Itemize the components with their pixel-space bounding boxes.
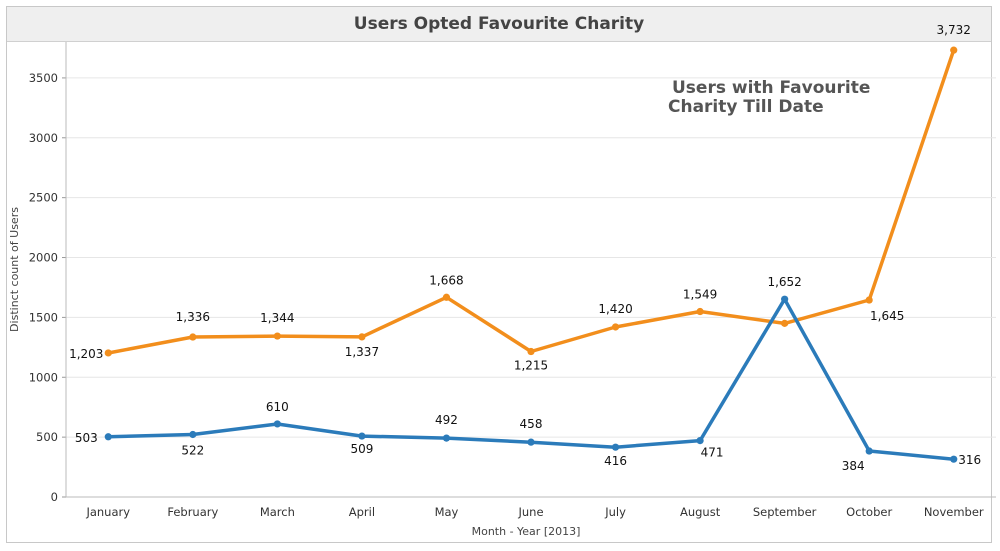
series-1-point [611, 443, 620, 451]
series-0-point [273, 332, 281, 340]
series-0-data-label: 1,420 [598, 302, 632, 316]
series-0-point [950, 46, 958, 54]
series-0-data-label: 1,203 [69, 347, 103, 361]
annotation-line-2: Charity Till Date [668, 97, 824, 117]
series-1-point [358, 432, 366, 440]
series-1-data-label: 503 [75, 431, 98, 445]
series-1-point [865, 447, 873, 455]
series-1-point [527, 438, 535, 446]
series-0-point [358, 333, 366, 341]
series-0-data-label: 1,215 [514, 359, 548, 373]
x-tick-label: August [680, 505, 721, 519]
series-1-point [950, 455, 958, 463]
series-0-data-label: 1,645 [870, 309, 904, 323]
annotation-line-1: Users with Favourite [672, 78, 870, 98]
series-0-data-label: 3,732 [937, 23, 971, 37]
series-1-point [781, 295, 789, 303]
series-1-data-label: 1,652 [767, 275, 801, 289]
chart-title: Users Opted Favourite Charity [353, 14, 645, 34]
x-tick-label: January [85, 505, 130, 519]
x-tick-label: February [167, 505, 218, 519]
series-1-point [442, 434, 451, 442]
x-tick-label: June [517, 505, 543, 519]
x-tick-label: October [846, 505, 892, 519]
series-1-data-label: 471 [701, 446, 724, 460]
y-axis: 0 500 1000 1500 2000 2500 3000 3500 [29, 42, 67, 504]
y-axis-title: Distinct count of Users [8, 207, 21, 332]
series-0-data-label: 1,549 [683, 288, 717, 302]
series-1-data-label: 509 [350, 442, 373, 456]
series-1-data-label: 316 [958, 453, 981, 467]
chart-title-bar: Users Opted Favourite Charity [7, 7, 991, 42]
series-1-data-label: 416 [604, 454, 627, 468]
y-tick-label: 1000 [29, 370, 58, 384]
y-tick-label: 3000 [29, 131, 58, 145]
series-1-data-label: 522 [181, 443, 204, 457]
y-tick-label: 500 [36, 430, 58, 444]
series-0-point [104, 349, 112, 357]
series-1-point [189, 430, 197, 439]
y-tick-label: 2500 [29, 191, 58, 205]
series-0-point [696, 307, 704, 316]
x-tick-label: July [604, 505, 626, 519]
series-lines [104, 46, 958, 463]
series-0-point [865, 296, 873, 304]
series-0-point [527, 347, 535, 356]
x-tick-label: September [753, 505, 817, 519]
x-tick-label: November [924, 505, 984, 519]
series-0-point [611, 323, 620, 331]
series-0-point [189, 333, 197, 341]
x-axis: January February March April May June July Augu… [66, 496, 996, 519]
x-tick-label: April [349, 505, 375, 519]
series-0-data-label: 1,668 [429, 273, 463, 287]
chart-frame: Users Opted Favourite Charity [6, 6, 992, 543]
data-labels: 1,203 1,336 1,344 1,337 1,668 1,215 1,420 1,549… [69, 23, 981, 473]
x-tick-label: May [435, 505, 459, 519]
series-1-point [696, 437, 704, 445]
series-0-data-label: 1,337 [345, 345, 379, 359]
y-tick-label: 2000 [29, 251, 58, 265]
series-0-data-label: 1,344 [260, 311, 294, 325]
x-axis-title: Month - Year [2013] [472, 525, 581, 538]
y-tick-label: 3500 [29, 71, 58, 85]
series-0-data-label: 1,336 [176, 310, 210, 324]
series-1-line [106, 297, 956, 461]
y-tick-label: 0 [51, 490, 58, 504]
series-1-point [104, 433, 112, 441]
x-tick-label: March [260, 505, 295, 519]
series-1-data-label: 458 [520, 417, 543, 431]
series-0-point [442, 293, 451, 301]
series-1-data-label: 610 [266, 400, 289, 414]
series-1-data-label: 492 [435, 413, 458, 427]
series-0-point [781, 319, 789, 327]
y-tick-label: 1500 [29, 310, 58, 324]
series-1-point [273, 420, 281, 428]
series-1-data-label: 384 [842, 459, 865, 473]
